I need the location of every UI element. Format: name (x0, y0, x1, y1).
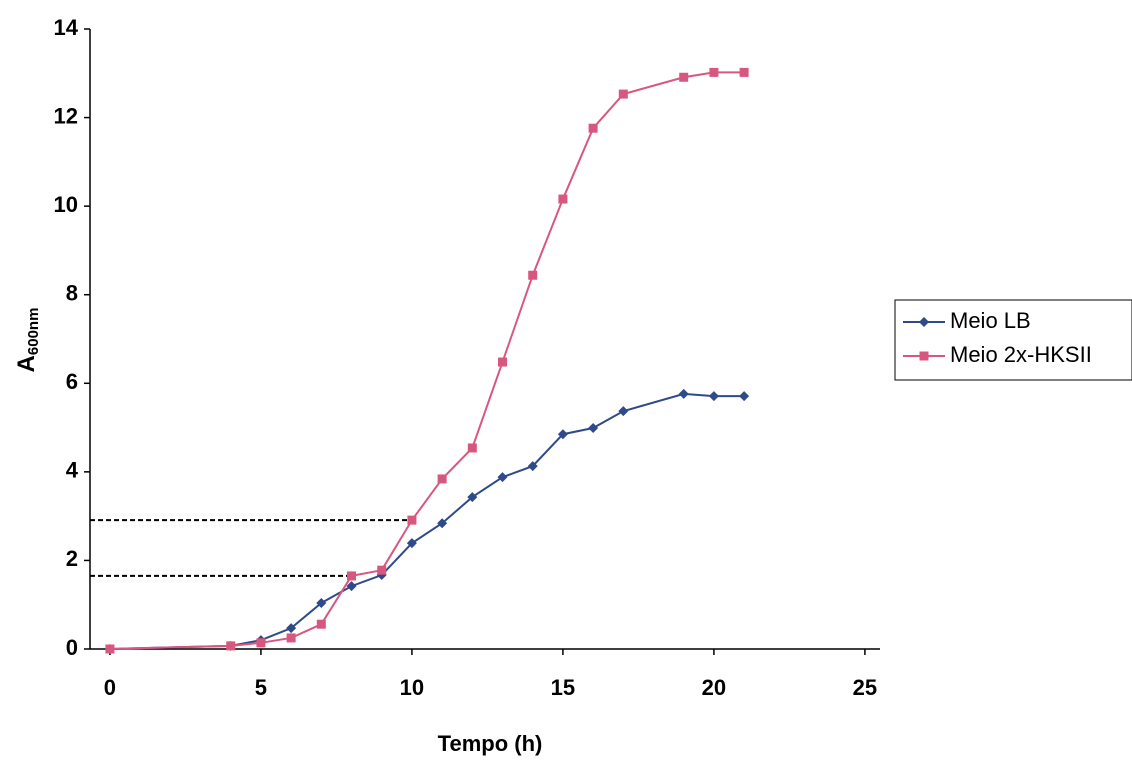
x-tick-label: 0 (104, 675, 116, 700)
legend-label: Meio LB (950, 308, 1031, 333)
data-point (407, 516, 416, 525)
y-tick-label: 8 (66, 281, 78, 306)
y-tick-label: 10 (54, 192, 78, 217)
data-point (558, 195, 567, 204)
data-point (679, 389, 689, 399)
data-point (256, 638, 265, 647)
data-point (317, 620, 326, 629)
data-point (347, 571, 356, 580)
data-point (709, 68, 718, 77)
y-axis-label-main: A (13, 355, 40, 372)
data-point (468, 443, 477, 452)
x-tick-label: 20 (702, 675, 726, 700)
chart: Tempo (h) A600nm 0 2 4 6 8 10 12 14 0 5 10 15 20 25 Me… (0, 0, 1132, 763)
series-line (110, 394, 744, 649)
data-point (589, 124, 598, 133)
series-line (110, 72, 744, 649)
y-axis-label: A600nm (13, 308, 42, 373)
x-tick-label: 15 (551, 675, 575, 700)
data-point (528, 271, 537, 280)
data-point (498, 358, 507, 367)
data-point (740, 68, 749, 77)
y-tick-label: 6 (66, 369, 78, 394)
y-tick-label: 4 (66, 458, 79, 483)
data-point (619, 90, 628, 99)
legend-marker (920, 352, 929, 361)
data-point (287, 633, 296, 642)
y-tick-label: 14 (54, 15, 79, 40)
legend-label: Meio 2x-HKSII (950, 342, 1092, 367)
data-point (438, 474, 447, 483)
data-point (588, 423, 598, 433)
data-point (679, 73, 688, 82)
data-point (377, 566, 386, 575)
y-tick-label: 2 (66, 546, 78, 571)
data-point (709, 391, 719, 401)
y-tick-label: 0 (66, 635, 78, 660)
x-tick-label: 5 (255, 675, 267, 700)
data-point (618, 406, 628, 416)
x-tick-label: 10 (400, 675, 424, 700)
y-tick-label: 12 (54, 103, 78, 128)
data-point (105, 645, 114, 654)
x-tick-label: 25 (853, 675, 877, 700)
data-point (739, 391, 749, 401)
y-axis-label-sub: 600nm (25, 308, 42, 356)
x-axis-label: Tempo (h) (438, 731, 543, 756)
data-point (226, 641, 235, 650)
